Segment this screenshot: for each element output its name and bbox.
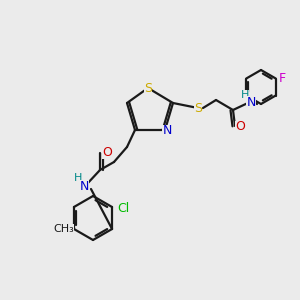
Text: F: F xyxy=(279,72,286,85)
Text: S: S xyxy=(144,82,152,94)
Text: O: O xyxy=(102,146,112,158)
Text: CH₃: CH₃ xyxy=(54,224,74,234)
Text: N: N xyxy=(79,179,89,193)
Text: N: N xyxy=(162,124,172,137)
Text: O: O xyxy=(235,121,245,134)
Text: H: H xyxy=(241,90,249,100)
Text: H: H xyxy=(74,173,82,183)
Text: S: S xyxy=(194,101,202,115)
Text: N: N xyxy=(246,95,256,109)
Text: Cl: Cl xyxy=(117,202,129,215)
